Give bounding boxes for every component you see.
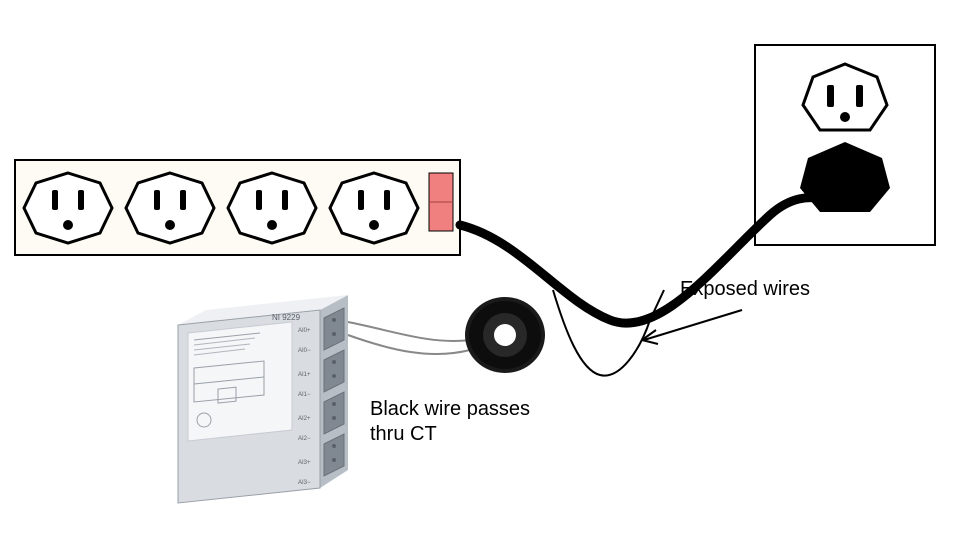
slot-right	[856, 85, 863, 107]
outlet-3-ground	[267, 220, 277, 230]
outlet-3-slot-l	[256, 190, 262, 210]
outlet-4	[330, 173, 418, 243]
ct-hole	[494, 324, 516, 346]
ground-hole	[840, 112, 850, 122]
ct	[348, 297, 545, 373]
ct-lead-1	[348, 322, 470, 341]
daq-model-label: NI 9229	[272, 313, 301, 322]
diagram-canvas: NI 9229 AI0+ AI0− AI1+ AI1− AI2+ AI2− AI…	[0, 0, 974, 538]
outlet-3	[228, 173, 316, 243]
svg-text:AI2−: AI2−	[298, 436, 311, 442]
label-ct-line2: thru CT	[370, 423, 437, 446]
outlet-2-slot-l	[154, 190, 160, 210]
slot-left	[827, 85, 834, 107]
svg-text:AI1−: AI1−	[298, 392, 311, 398]
svg-text:AI0+: AI0+	[298, 328, 311, 334]
outlet-4-slot-r	[384, 190, 390, 210]
svg-text:AI0−: AI0−	[298, 348, 311, 354]
power-strip	[15, 160, 460, 255]
svg-text:AI2+: AI2+	[298, 416, 311, 422]
label-exposed-wires: Exposed wires	[680, 278, 810, 301]
outlet-1-slot-l	[52, 190, 58, 210]
outlet-3-slot-r	[282, 190, 288, 210]
wall-outlet	[755, 45, 935, 245]
outlet-2-ground	[165, 220, 175, 230]
outlet-4-ground	[369, 220, 379, 230]
ct-lead-2	[348, 335, 470, 354]
outlet-1-ground	[63, 220, 73, 230]
outlet-4-slot-l	[358, 190, 364, 210]
label-ct-line1: Black wire passes	[370, 398, 530, 421]
svg-text:AI3+: AI3+	[298, 460, 311, 466]
svg-text:AI3−: AI3−	[298, 480, 311, 486]
daq-module: NI 9229 AI0+ AI0− AI1+ AI1− AI2+ AI2− AI…	[178, 295, 348, 503]
outlet-2	[126, 173, 214, 243]
outlet-1	[24, 173, 112, 243]
svg-text:AI1+: AI1+	[298, 372, 311, 378]
exposed-wires	[553, 290, 664, 376]
outlet-2-slot-r	[180, 190, 186, 210]
outlet-1-slot-r	[78, 190, 84, 210]
